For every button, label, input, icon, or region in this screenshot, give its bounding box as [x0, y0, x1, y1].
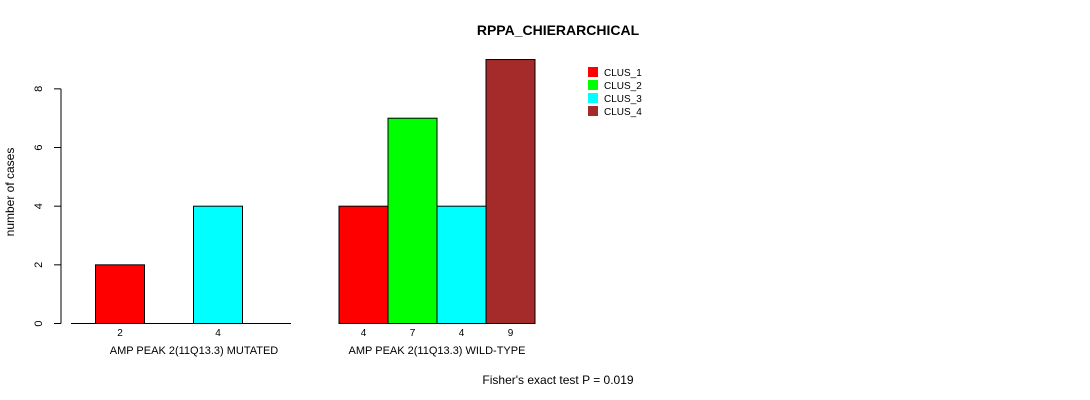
- bar-count-label: 2: [117, 328, 123, 339]
- legend-label: CLUS_4: [604, 107, 642, 118]
- chart-title: RPPA_CHIERARCHICAL: [477, 22, 640, 38]
- y-axis-label: number of cases: [3, 148, 17, 237]
- legend-swatch: [588, 106, 598, 116]
- bar-clus-3-group-2: [436, 205, 487, 324]
- bar-count-label: 7: [410, 328, 416, 339]
- bar-count-label: 4: [215, 328, 221, 339]
- legend-swatch: [588, 93, 598, 103]
- fisher-test-annotation: Fisher's exact test P = 0.019: [482, 373, 633, 387]
- y-axis: 0 2 4 6 8: [33, 86, 62, 327]
- bar-clus-3-group-1: [193, 205, 243, 324]
- bar-clus-1-group-1: [95, 264, 145, 324]
- bar-clus-2-group-2: [387, 117, 438, 324]
- legend-label: CLUS_3: [604, 94, 642, 105]
- legend-label: CLUS_2: [604, 81, 642, 92]
- y-tick-label: 6: [33, 144, 45, 150]
- group-label: AMP PEAK 2(11Q13.3) WILD-TYPE: [349, 345, 526, 357]
- y-tick-label: 4: [33, 203, 45, 209]
- y-tick-label: 2: [33, 262, 45, 268]
- bars: [95, 59, 536, 324]
- y-tick-label: 8: [33, 86, 45, 92]
- y-tick-label: 0: [33, 320, 45, 326]
- bar-count-label: 4: [361, 328, 367, 339]
- bar-count-label: 9: [508, 328, 514, 339]
- bar-clus-1-group-2: [338, 205, 389, 324]
- legend-swatch: [588, 67, 598, 77]
- group-label: AMP PEAK 2(11Q13.3) MUTATED: [110, 345, 279, 357]
- legend-swatch: [588, 80, 598, 90]
- legend-label: CLUS_1: [604, 68, 642, 79]
- legend: CLUS_1 CLUS_2 CLUS_3 CLUS_4: [588, 67, 642, 118]
- bar-clus-4-group-2: [485, 59, 536, 324]
- bar-count-label: 4: [459, 328, 465, 339]
- x-axes: 2 4 AMP PEAK 2(11Q13.3) MUTATED 4 7 4 9 AMP PEA…: [71, 323, 535, 357]
